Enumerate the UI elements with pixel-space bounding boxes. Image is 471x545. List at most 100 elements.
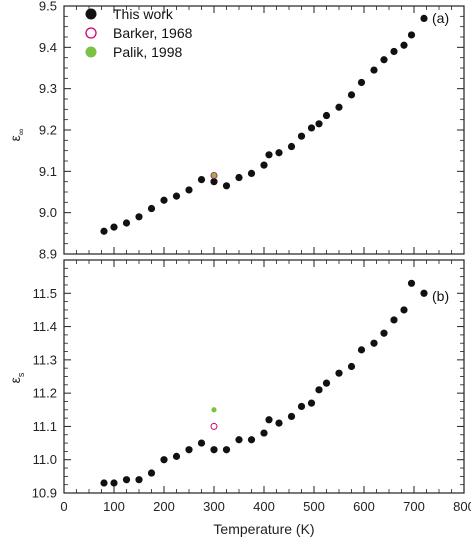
- data-point: [420, 14, 428, 22]
- y-tick-label: 11.4: [33, 319, 57, 334]
- y-tick-label: 9.4: [39, 40, 57, 55]
- data-point: [335, 103, 343, 111]
- data-point: [235, 436, 243, 444]
- panel-b-label: (b): [432, 288, 449, 304]
- data-point: [197, 176, 206, 184]
- panel-b-tick-labels: 10.9 11.0 11.1 11.2 11.3 11.4 11.5 0 100 200 300 40…: [32, 286, 471, 514]
- data-point: [211, 172, 217, 179]
- data-point: [275, 419, 283, 427]
- x-tick-label: 0: [60, 499, 67, 514]
- y-tick-label: 11.3: [33, 352, 57, 367]
- data-point: [185, 446, 193, 454]
- data-point: [210, 178, 218, 186]
- data-point: [335, 369, 343, 377]
- panel-a-label: (a): [432, 10, 449, 26]
- panel-b-ylabel-main: ε: [7, 377, 23, 383]
- data-point: [210, 171, 218, 179]
- legend-marker: [85, 27, 97, 39]
- data-point: [222, 446, 231, 454]
- x-axis-label: Temperature (K): [213, 521, 314, 537]
- y-tick-label: 9.3: [39, 81, 57, 96]
- y-tick-label: 9.0: [39, 205, 57, 220]
- data-point: [211, 407, 217, 413]
- y-tick-label: 11.2: [33, 386, 57, 401]
- data-point: [370, 339, 378, 347]
- data-point: [420, 289, 428, 297]
- data-point: [287, 142, 296, 151]
- data-point: [147, 469, 156, 477]
- data-point: [100, 479, 108, 487]
- data-point: [135, 213, 143, 221]
- panel-b-ylabel: εs: [7, 372, 26, 383]
- data-point: [122, 476, 131, 484]
- data-point: [222, 182, 231, 190]
- panel-b-frame: [63, 259, 465, 494]
- data-point: [347, 91, 356, 99]
- data-point: [297, 132, 306, 140]
- y-tick-label: 11.1: [33, 419, 57, 434]
- x-tick-label: 200: [153, 499, 175, 514]
- data-point: [390, 47, 398, 56]
- data-point: [172, 192, 181, 200]
- panel-a-ylabel-main: ε: [7, 135, 23, 141]
- data-point: [390, 316, 398, 324]
- data-point: [247, 169, 256, 177]
- data-point: [210, 422, 218, 430]
- data-point: [197, 439, 206, 447]
- data-point: [370, 66, 378, 74]
- data-point: [315, 120, 323, 128]
- data-point: [380, 56, 388, 64]
- data-point: [322, 379, 331, 387]
- data-point: [400, 41, 408, 49]
- y-tick-label: 9.1: [39, 164, 57, 179]
- data-point: [322, 111, 331, 120]
- data-point: [160, 456, 168, 464]
- panel-a-ylabel-sub: ∞: [16, 129, 26, 135]
- panel-a-ylabel: ε∞: [7, 129, 26, 142]
- data-point: [357, 78, 366, 87]
- y-tick-label: 9.5: [39, 0, 57, 14]
- data-point: [380, 329, 388, 337]
- legend-marker: [85, 8, 97, 20]
- data-point: [210, 446, 218, 454]
- panel-b-points: [100, 279, 428, 487]
- legend-label: This work: [113, 6, 174, 22]
- data-point: [185, 186, 193, 194]
- data-point: [235, 173, 243, 182]
- data-point: [147, 204, 156, 213]
- panel-a-ticks: [63, 5, 465, 255]
- data-point: [407, 279, 416, 287]
- data-point: [247, 436, 256, 444]
- panel-b: 10.9 11.0 11.1 11.2 11.3 11.4 11.5 0 100 200 300 40…: [7, 259, 471, 537]
- legend-label: Palik, 1998: [113, 44, 182, 60]
- x-tick-label: 600: [353, 499, 375, 514]
- x-tick-label: 500: [303, 499, 325, 514]
- x-tick-label: 700: [403, 499, 425, 514]
- data-point: [400, 306, 408, 314]
- data-point: [287, 412, 296, 421]
- y-tick-label: 9.2: [39, 123, 57, 138]
- y-tick-label: 8.9: [39, 247, 57, 262]
- data-point: [100, 227, 108, 235]
- panel-b-ticks: [63, 260, 465, 494]
- data-point: [357, 346, 366, 354]
- y-tick-label: 11.0: [33, 452, 57, 467]
- x-tick-label: 400: [253, 499, 275, 514]
- data-point: [160, 196, 168, 204]
- data-point: [265, 151, 273, 159]
- data-point: [315, 386, 323, 394]
- panel-a-tick-labels: 8.9 9.0 9.1 9.2 9.3 9.4 9.5: [39, 0, 57, 262]
- data-point: [307, 124, 316, 132]
- x-tick-label: 300: [203, 499, 225, 514]
- y-tick-label: 10.9: [32, 486, 57, 501]
- x-tick-label: 100: [103, 499, 125, 514]
- data-point: [275, 149, 283, 157]
- data-point: [122, 219, 131, 227]
- data-point: [260, 161, 268, 169]
- x-tick-label: 800: [453, 499, 471, 514]
- data-point: [265, 416, 273, 424]
- data-point: [407, 31, 416, 39]
- data-point: [260, 429, 268, 437]
- panel-b-ylabel-sub: s: [16, 372, 26, 377]
